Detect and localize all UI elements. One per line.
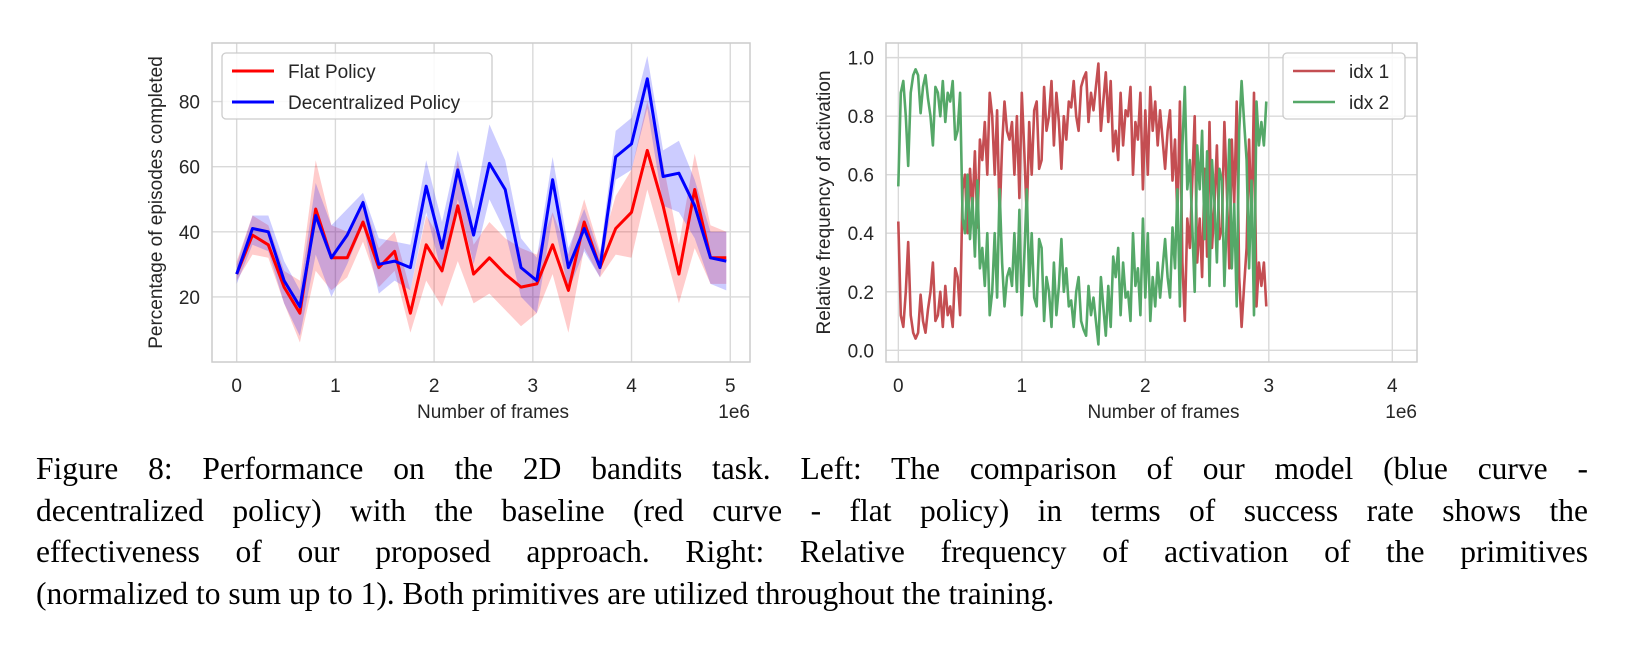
x-tick-label: 0 [231,376,242,397]
plot-frame [885,42,1418,363]
x-offset-label: 1e6 [718,402,750,423]
left-chart: 0 1 2 3 4 5 20 40 60 80 Number of frames 1e6 Percent… [146,42,751,423]
x-axis-label: Number of frames [1087,402,1239,423]
legend-label: idx 1 [1349,62,1389,83]
y-tick-label: 20 [179,288,200,309]
series-line-decentralized-policy [235,77,727,309]
legend-box [221,52,493,120]
x-tick-label: 2 [429,376,440,397]
caption-line: decentralized policy) with the baseline … [36,492,1588,528]
x-axis-label: Number of frames [417,402,569,423]
y-tick-label: 0.0 [848,341,874,362]
legend: Flat Policy Decentralized Policy [221,52,493,120]
legend-label: Decentralized Policy [288,93,461,114]
y-tick-label: 0.2 [848,283,874,304]
legend: idx 1 idx 2 [1282,52,1406,120]
x-tick-label: 2 [1140,376,1151,397]
x-tick-label: 1 [1017,376,1028,397]
legend-label: Flat Policy [288,62,376,83]
y-axis-label: Percentage of episodes completed [146,56,167,349]
x-tick-label: 5 [725,376,736,397]
caption-line: effectiveness of our proposed approach. … [36,534,1588,569]
x-tick-label: 3 [1264,376,1275,397]
series-line-flat-policy [235,148,727,315]
x-tick-label: 0 [893,376,904,397]
caption-line: (normalized to sum up to 1). Both primit… [36,575,1055,611]
figure: 0 1 2 3 4 5 20 40 60 80 Number of frames 1e6 Percent… [146,42,1418,423]
x-offset-label: 1e6 [1385,402,1417,423]
confidence-band-flat-policy [236,101,727,343]
y-tick-label: 1.0 [848,49,874,70]
y-axis-label: Relative frequency of activation [814,70,835,334]
series-line-idx-2 [897,68,1268,346]
y-tick-label: 40 [179,223,200,244]
x-tick-label: 1 [330,376,341,397]
figure-caption: Figure 8: Performance on the 2D bandits … [36,448,1588,614]
y-tick-label: 0.6 [848,166,874,187]
y-tick-label: 80 [179,93,200,114]
y-tick-label: 0.8 [848,107,874,128]
plot-frame [211,42,751,363]
legend-label: idx 2 [1349,93,1389,114]
x-tick-label: 3 [528,376,539,397]
y-tick-label: 0.4 [848,224,875,245]
right-chart: 0 1 2 3 4 0.0 0.2 0.4 0.6 0.8 1.0 Number of frames 1… [814,42,1418,423]
caption-line: Figure 8: Performance on the 2D bandits … [36,451,1588,486]
x-tick-label: 4 [626,376,637,397]
x-tick-label: 4 [1387,376,1398,397]
y-tick-label: 60 [179,158,200,179]
